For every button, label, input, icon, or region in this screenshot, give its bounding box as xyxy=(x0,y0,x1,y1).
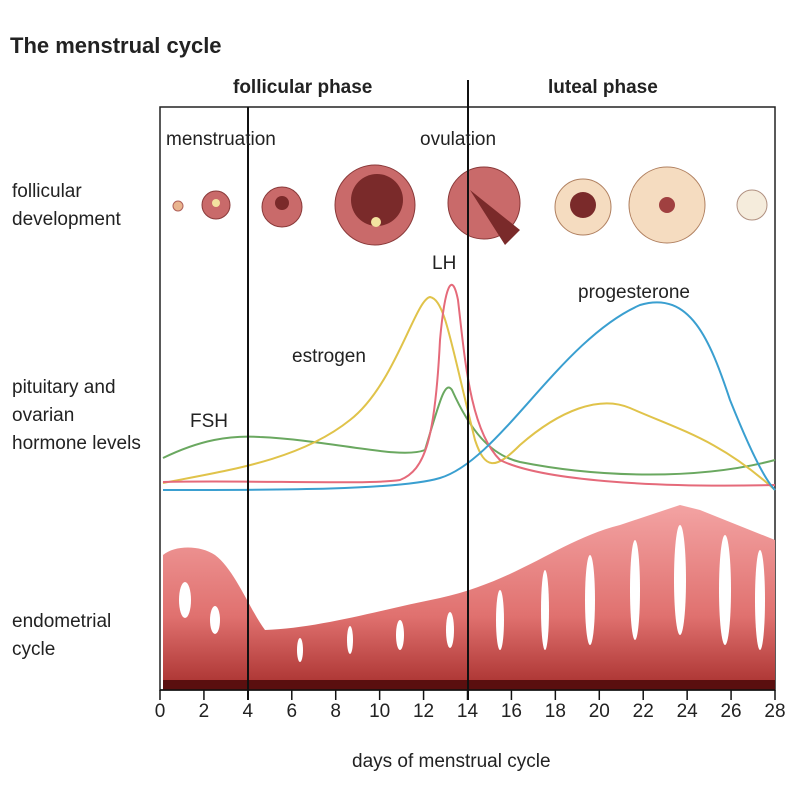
title: The menstrual cycle xyxy=(10,33,222,58)
hormone-label: estrogen xyxy=(292,346,366,367)
lh-curve xyxy=(162,283,776,487)
x-tick-label: 24 xyxy=(676,701,698,722)
x-tick-label: 4 xyxy=(242,701,254,722)
x-tick-label: 6 xyxy=(286,701,298,722)
hormone-label: FSH xyxy=(190,411,228,432)
endometrium-glands xyxy=(179,525,765,662)
x-tick-label: 16 xyxy=(500,701,522,722)
x-tick-label: 20 xyxy=(588,701,610,722)
phase-label: luteal phase xyxy=(548,77,658,98)
x-tick-label: 0 xyxy=(154,701,166,722)
follicles xyxy=(172,164,768,246)
progesterone-curve xyxy=(162,301,776,491)
x-tick-label: 28 xyxy=(764,701,786,722)
event-label: menstruation xyxy=(166,129,276,150)
x-tick-label: 12 xyxy=(412,701,435,722)
event-label: ovulation xyxy=(420,129,497,150)
x-tick-label: 22 xyxy=(632,701,654,722)
estrogen-curve xyxy=(162,295,776,491)
row-label: follicular development xyxy=(12,181,121,230)
x-tick-label: 8 xyxy=(330,701,341,722)
x-tick-label: 26 xyxy=(720,701,742,722)
phase-label: follicular phase xyxy=(233,77,373,98)
x-tick-label: 2 xyxy=(198,701,210,722)
row-label: endometrial cycle xyxy=(12,611,112,660)
hormone-label: LH xyxy=(432,253,457,274)
fsh-curve xyxy=(162,386,776,476)
x-tick-label: 10 xyxy=(369,701,391,722)
row-label: pituitary and ovarian hormone levels xyxy=(12,377,141,454)
x-tick-label: 14 xyxy=(456,701,479,722)
axis-label: days of menstrual cycle xyxy=(352,751,551,772)
x-tick-label: 18 xyxy=(544,701,566,722)
hormone-label: progesterone xyxy=(578,282,690,303)
